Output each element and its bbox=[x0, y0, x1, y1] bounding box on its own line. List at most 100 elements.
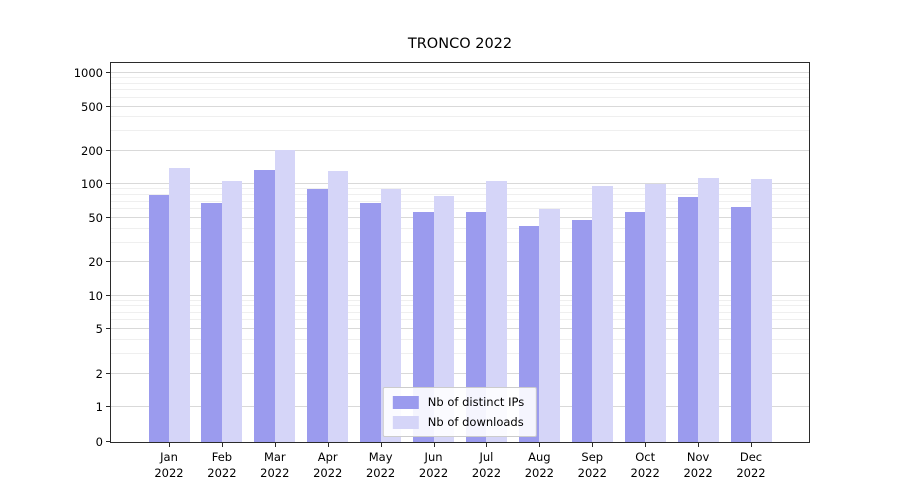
bar-distinct-ips bbox=[624, 211, 646, 442]
y-tick-mark bbox=[106, 216, 111, 218]
bar-downloads bbox=[221, 180, 243, 442]
x-axis-tick-label: Apr 2022 bbox=[313, 450, 343, 481]
bar-downloads bbox=[645, 184, 666, 442]
x-axis-tick-label: Jun 2022 bbox=[418, 450, 449, 481]
bar-downloads bbox=[380, 189, 402, 442]
minor-gridline bbox=[111, 338, 809, 340]
major-gridline bbox=[111, 149, 809, 151]
y-axis-tick-label: 2 bbox=[95, 366, 103, 381]
minor-gridline bbox=[111, 311, 809, 313]
bar-downloads bbox=[592, 185, 613, 442]
legend: Nb of distinct IPs Nb of downloads bbox=[382, 387, 538, 437]
x-tick-mark bbox=[433, 442, 435, 447]
y-axis-tick-label: 5 bbox=[95, 322, 103, 337]
y-tick-mark bbox=[106, 294, 111, 296]
bar-distinct-ips bbox=[148, 195, 169, 442]
bar-distinct-ips bbox=[360, 202, 381, 442]
y-axis-tick-label: 20 bbox=[88, 255, 103, 270]
bar-downloads bbox=[539, 209, 560, 442]
bar-downloads bbox=[433, 196, 455, 442]
x-axis-tick-label: May 2022 bbox=[365, 450, 396, 481]
y-axis-tick-label: 100 bbox=[81, 177, 103, 192]
plot-area: Nb of distinct IPs Nb of downloads 0 1 2 5 1… bbox=[74, 62, 810, 480]
bar-distinct-ips bbox=[307, 189, 328, 442]
x-tick-mark bbox=[751, 442, 752, 447]
major-gridline bbox=[111, 216, 809, 218]
y-tick-mark bbox=[106, 372, 111, 374]
x-axis-tick-label: Oct 2022 bbox=[630, 450, 660, 481]
y-tick-mark bbox=[106, 261, 111, 263]
y-tick-mark bbox=[106, 328, 111, 330]
minor-gridline bbox=[111, 299, 809, 301]
x-axis-tick-label: Aug 2022 bbox=[524, 450, 554, 481]
minor-gridline bbox=[111, 305, 809, 307]
bar-downloads bbox=[169, 168, 190, 442]
x-axis-tick-label: Dec 2022 bbox=[736, 450, 766, 481]
x-tick-mark bbox=[221, 442, 223, 447]
minor-gridline bbox=[111, 319, 809, 321]
minor-gridline bbox=[111, 96, 809, 98]
legend-label-distinct-ips: Nb of distinct IPs bbox=[427, 395, 525, 409]
minor-gridline bbox=[111, 77, 809, 79]
major-gridline bbox=[111, 105, 809, 107]
x-axis-tick-label: Jan 2022 bbox=[154, 450, 184, 481]
minor-gridline bbox=[111, 208, 809, 210]
minor-gridline bbox=[111, 89, 809, 91]
x-tick-mark bbox=[274, 442, 276, 447]
bar-downloads bbox=[698, 177, 719, 442]
minor-gridline bbox=[111, 200, 809, 202]
minor-gridline bbox=[111, 241, 809, 243]
minor-gridline bbox=[111, 116, 809, 118]
x-tick-mark bbox=[645, 442, 647, 447]
y-axis-tick-label: 10 bbox=[88, 288, 103, 303]
chart-title: TRONCO 2022 bbox=[407, 36, 513, 52]
x-tick-mark bbox=[592, 442, 594, 447]
bar-distinct-ips bbox=[201, 202, 222, 442]
y-tick-mark bbox=[106, 406, 111, 407]
x-tick-mark bbox=[698, 442, 700, 447]
bar-distinct-ips bbox=[730, 207, 751, 442]
x-axis-tick-label: Mar 2022 bbox=[260, 450, 290, 481]
bar-downloads bbox=[751, 178, 772, 442]
y-tick-mark bbox=[106, 72, 111, 73]
bar-distinct-ips bbox=[677, 196, 699, 442]
legend-swatch-downloads bbox=[392, 415, 419, 429]
y-axis-tick-label: 1000 bbox=[73, 66, 103, 80]
minor-gridline bbox=[111, 130, 809, 132]
bar-downloads bbox=[486, 181, 507, 442]
legend-label-downloads: Nb of downloads bbox=[427, 415, 524, 429]
y-tick-mark bbox=[106, 149, 111, 151]
major-gridline bbox=[111, 183, 809, 185]
bar-distinct-ips bbox=[571, 219, 593, 442]
minor-gridline bbox=[111, 227, 809, 229]
y-axis-tick-label: 500 bbox=[81, 99, 103, 114]
y-axis-tick-label: 200 bbox=[81, 143, 103, 158]
x-tick-mark bbox=[539, 442, 541, 447]
major-gridline bbox=[111, 294, 809, 296]
minor-gridline bbox=[111, 352, 809, 354]
x-axis-tick-label: Jul 2022 bbox=[471, 450, 502, 481]
major-gridline bbox=[111, 72, 809, 73]
x-axis-tick-label: Feb 2022 bbox=[207, 450, 237, 481]
bar-downloads bbox=[327, 170, 349, 442]
minor-gridline bbox=[111, 194, 809, 196]
minor-gridline bbox=[111, 188, 809, 190]
legend-swatch-distinct-ips bbox=[392, 395, 419, 409]
minor-gridline bbox=[111, 82, 809, 84]
y-tick-mark bbox=[106, 183, 111, 185]
bar-downloads bbox=[274, 149, 296, 442]
x-tick-mark bbox=[486, 442, 488, 447]
x-tick-mark bbox=[169, 442, 170, 447]
y-axis-tick-label: 50 bbox=[88, 210, 103, 225]
y-axis-tick-label: 1 bbox=[95, 400, 103, 414]
major-gridline bbox=[111, 372, 809, 374]
x-tick-mark bbox=[327, 442, 329, 447]
x-axis-tick-label: Nov 2022 bbox=[683, 450, 713, 481]
bar-distinct-ips bbox=[465, 212, 487, 442]
y-tick-mark bbox=[106, 441, 111, 442]
bar-distinct-ips bbox=[254, 169, 275, 442]
y-tick-mark bbox=[106, 105, 111, 107]
y-axis-tick-label: 0 bbox=[95, 435, 103, 449]
legend-item-distinct-ips: Nb of distinct IPs bbox=[392, 395, 525, 409]
